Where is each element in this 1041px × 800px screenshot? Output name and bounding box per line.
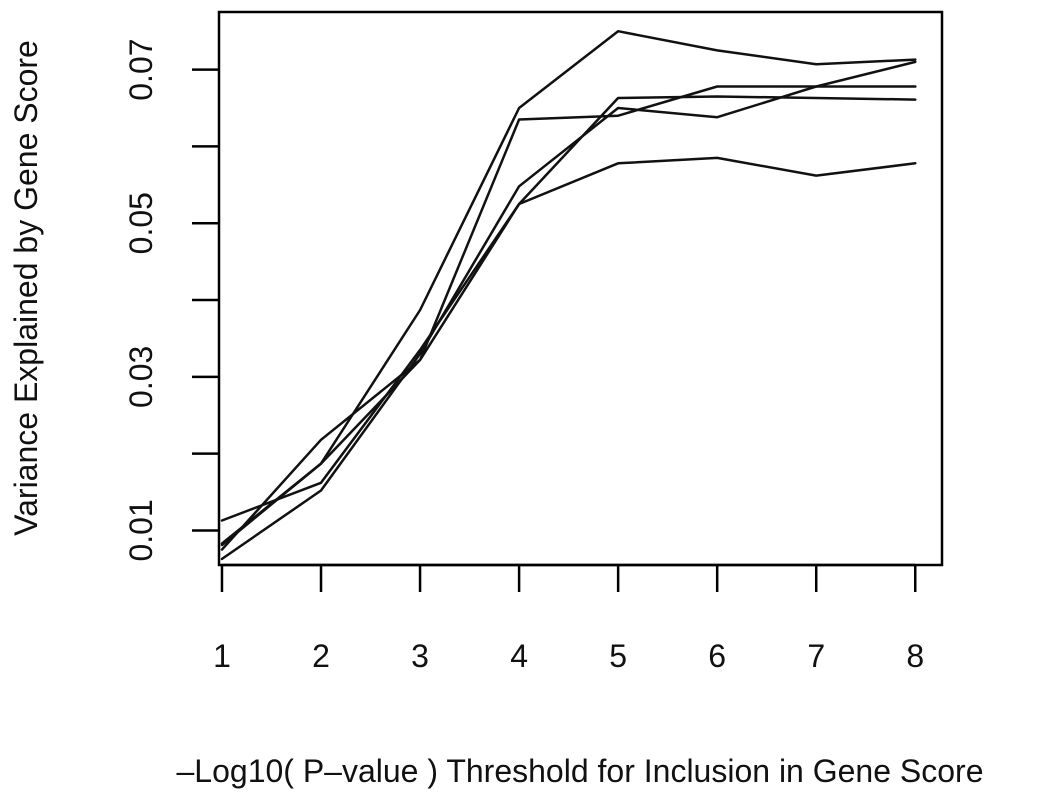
- x-axis: 1 2 3 4 5 6 7 8: [213, 563, 924, 674]
- series-layer: [220, 29, 917, 561]
- y-tick-label: 0.05: [123, 192, 159, 254]
- x-tick-label: 1: [213, 638, 231, 674]
- x-tick-label: 2: [312, 638, 330, 674]
- x-tick-label: 5: [609, 638, 627, 674]
- y-axis-title: Variance Explained by Gene Score: [8, 40, 44, 536]
- x-tick-label: 7: [807, 638, 825, 674]
- y-tick-label: 0.03: [123, 346, 159, 408]
- y-tick-label: 0.01: [123, 499, 159, 561]
- y-tick-label: 0.07: [123, 38, 159, 100]
- series-line-5: [220, 156, 917, 547]
- y-axis: 0.01 0.03 0.05 0.07: [123, 38, 219, 562]
- x-axis-title: –Log10( P–value ) Threshold for Inclusio…: [177, 753, 984, 789]
- series-line-2: [220, 85, 917, 551]
- series-line-4: [220, 95, 917, 522]
- x-tick-label: 8: [906, 638, 924, 674]
- x-tick-label: 4: [510, 638, 528, 674]
- x-tick-label: 3: [411, 638, 429, 674]
- x-tick-label: 6: [708, 638, 726, 674]
- series-line-1: [220, 29, 917, 545]
- series-line-3: [220, 60, 917, 561]
